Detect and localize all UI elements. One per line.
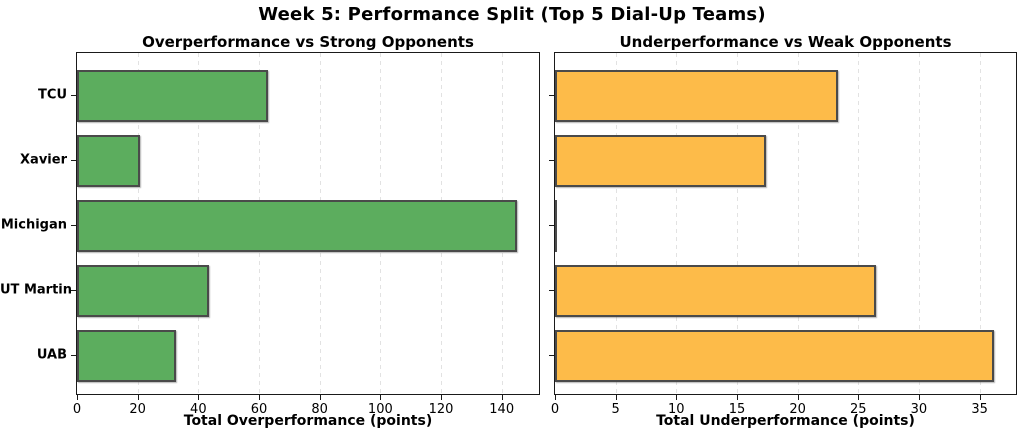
- x-tick-mark: [319, 395, 321, 400]
- x-tick-label: 35: [971, 402, 988, 417]
- x-tick-label: 120: [428, 402, 454, 417]
- y-tick-label-xavier: Xavier: [20, 152, 67, 168]
- y-tick-mark: [71, 355, 76, 356]
- bar-xavier: [77, 135, 141, 187]
- x-tick-mark: [555, 395, 556, 400]
- x-tick-label: 100: [367, 402, 393, 417]
- gridline: [676, 53, 678, 394]
- x-tick-mark: [858, 395, 860, 400]
- bar-tcu: [77, 70, 269, 122]
- gridline: [797, 53, 799, 394]
- x-tick-label: 140: [489, 402, 515, 417]
- x-tick-mark: [441, 395, 443, 400]
- x-tick-mark: [501, 395, 503, 400]
- y-tick-label-tcu: TCU: [38, 87, 67, 103]
- bar-uab: [555, 330, 995, 382]
- bar-uab: [77, 330, 176, 382]
- y-tick-mark: [71, 95, 76, 96]
- x-tick-mark: [77, 395, 78, 400]
- bar-ut-martin: [77, 265, 209, 317]
- x-tick-mark: [137, 395, 139, 400]
- figure-title: Week 5: Performance Split (Top 5 Dial-Up…: [258, 4, 766, 25]
- gridline: [858, 53, 860, 394]
- y-tick-mark: [549, 290, 554, 291]
- x-tick-label: 20: [129, 402, 146, 417]
- y-tick-mark: [549, 95, 554, 96]
- y-tick-mark: [71, 290, 76, 291]
- x-tick-label: 25: [850, 402, 867, 417]
- x-tick-mark: [380, 395, 382, 400]
- x-tick-label: 15: [728, 402, 746, 417]
- x-tick-label: 10: [668, 402, 685, 417]
- x-tick-mark: [797, 395, 799, 400]
- right-x-axis-label: Total Underperformance (points): [656, 413, 915, 429]
- x-tick-label: 80: [311, 402, 328, 417]
- gridline: [979, 53, 981, 394]
- x-tick-mark: [979, 395, 981, 400]
- x-tick-label: 40: [190, 402, 207, 417]
- x-tick-label: 60: [250, 402, 268, 417]
- y-tick-label-michigan: Michigan: [0, 217, 67, 233]
- bar-michigan: [77, 200, 517, 252]
- gridline: [918, 53, 920, 394]
- x-tick-mark: [676, 395, 678, 400]
- y-tick-label-ut-martin: UT Martin: [0, 282, 72, 298]
- x-tick-mark: [198, 395, 200, 400]
- x-tick-label: 20: [789, 402, 806, 417]
- y-tick-label-uab: UAB: [36, 347, 67, 363]
- x-tick-mark: [918, 395, 920, 400]
- bar-michigan: [555, 200, 557, 252]
- right-plot-area: [554, 52, 1017, 395]
- left-chart-title: Overperformance vs Strong Opponents: [142, 33, 474, 51]
- gridline: [736, 53, 738, 394]
- y-tick-mark: [549, 160, 554, 161]
- x-tick-mark: [259, 395, 260, 400]
- y-tick-mark: [549, 355, 554, 356]
- x-tick-label: 5: [611, 402, 620, 417]
- x-tick-label: 30: [910, 402, 928, 417]
- x-tick-mark: [736, 395, 738, 400]
- bar-tcu: [555, 70, 838, 122]
- y-tick-mark: [71, 225, 76, 226]
- left-plot-area: [76, 52, 540, 395]
- bar-xavier: [555, 135, 767, 187]
- right-chart-title: Underperformance vs Weak Opponents: [619, 33, 952, 51]
- y-tick-mark: [71, 160, 76, 161]
- left-x-axis-label: Total Overperformance (points): [183, 413, 433, 429]
- x-tick-label: 0: [72, 402, 82, 417]
- y-tick-mark: [549, 225, 554, 226]
- gridline: [615, 53, 617, 394]
- x-tick-mark: [615, 395, 617, 400]
- bar-ut-martin: [555, 265, 877, 317]
- x-tick-label: 0: [550, 402, 560, 417]
